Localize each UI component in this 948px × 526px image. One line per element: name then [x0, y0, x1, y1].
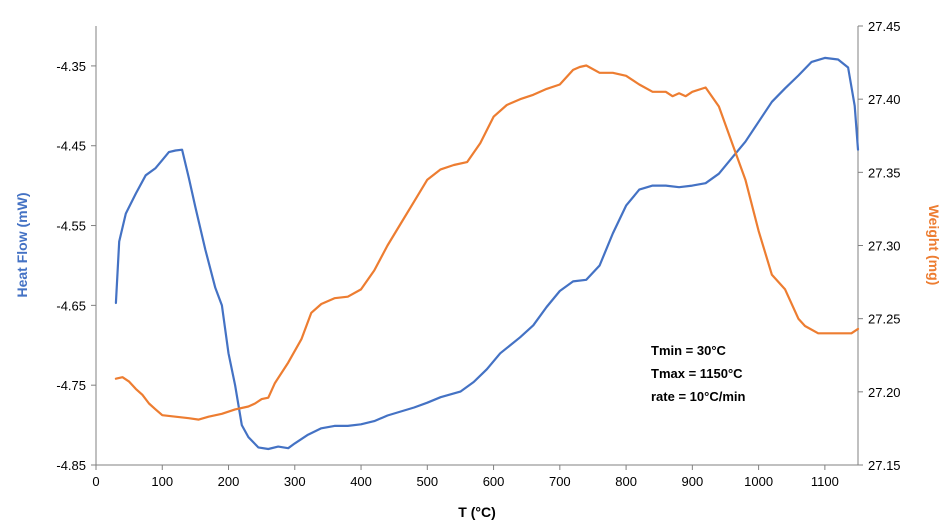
- x-tick-label: 900: [681, 474, 703, 489]
- x-tick-label: 500: [416, 474, 438, 489]
- y-right-tick-label: 27.45: [868, 19, 901, 34]
- y-right-tick-label: 27.35: [868, 165, 901, 180]
- y-left-tick-label: -4.45: [56, 139, 86, 154]
- y-left-tick-label: -4.35: [56, 59, 86, 74]
- x-tick-label: 400: [350, 474, 372, 489]
- annotation-rate: rate = 10°C/min: [651, 389, 745, 404]
- x-tick-label: 600: [483, 474, 505, 489]
- x-tick-label: 0: [92, 474, 99, 489]
- y-left-tick-label: -4.65: [56, 298, 86, 313]
- y-right-tick-label: 27.30: [868, 239, 901, 254]
- x-tick-label: 300: [284, 474, 306, 489]
- x-tick-labels: 0 100 200 300 400 500 600 700 800 900 1000 1100: [92, 465, 839, 489]
- y-right-tick-label: 27.25: [868, 312, 901, 327]
- series-lines: [114, 56, 860, 451]
- x-axis-title: T (°C): [458, 504, 495, 520]
- y-axis-left-title: Heat Flow (mW): [14, 193, 30, 298]
- y-axis-right-title: Weight (mg): [926, 205, 942, 286]
- y-left-tick-labels: -4.35 -4.45 -4.55 -4.65 -4.75 -4.85: [56, 59, 96, 473]
- x-tick-label: 1100: [811, 474, 839, 489]
- x-tick-label: 100: [151, 474, 173, 489]
- heat-flow-line: [114, 56, 860, 451]
- x-tick-label: 700: [549, 474, 571, 489]
- y-right-tick-label: 27.40: [868, 92, 901, 107]
- x-tick-label: 800: [615, 474, 637, 489]
- y-left-tick-label: -4.85: [56, 458, 86, 473]
- annotation-tmax: Tmax = 1150°C: [651, 366, 743, 381]
- y-right-tick-labels: 27.45 27.40 27.35 27.30 27.25 27.20 27.15: [858, 19, 901, 473]
- weight-line: [114, 64, 860, 421]
- y-left-tick-label: -4.75: [56, 378, 86, 393]
- annotation-tmin: Tmin = 30°C: [651, 343, 727, 358]
- y-left-tick-label: -4.55: [56, 219, 86, 234]
- x-tick-label: 200: [218, 474, 240, 489]
- x-tick-label: 1000: [744, 474, 773, 489]
- y-right-tick-label: 27.15: [868, 458, 901, 473]
- y-right-tick-label: 27.20: [868, 385, 901, 400]
